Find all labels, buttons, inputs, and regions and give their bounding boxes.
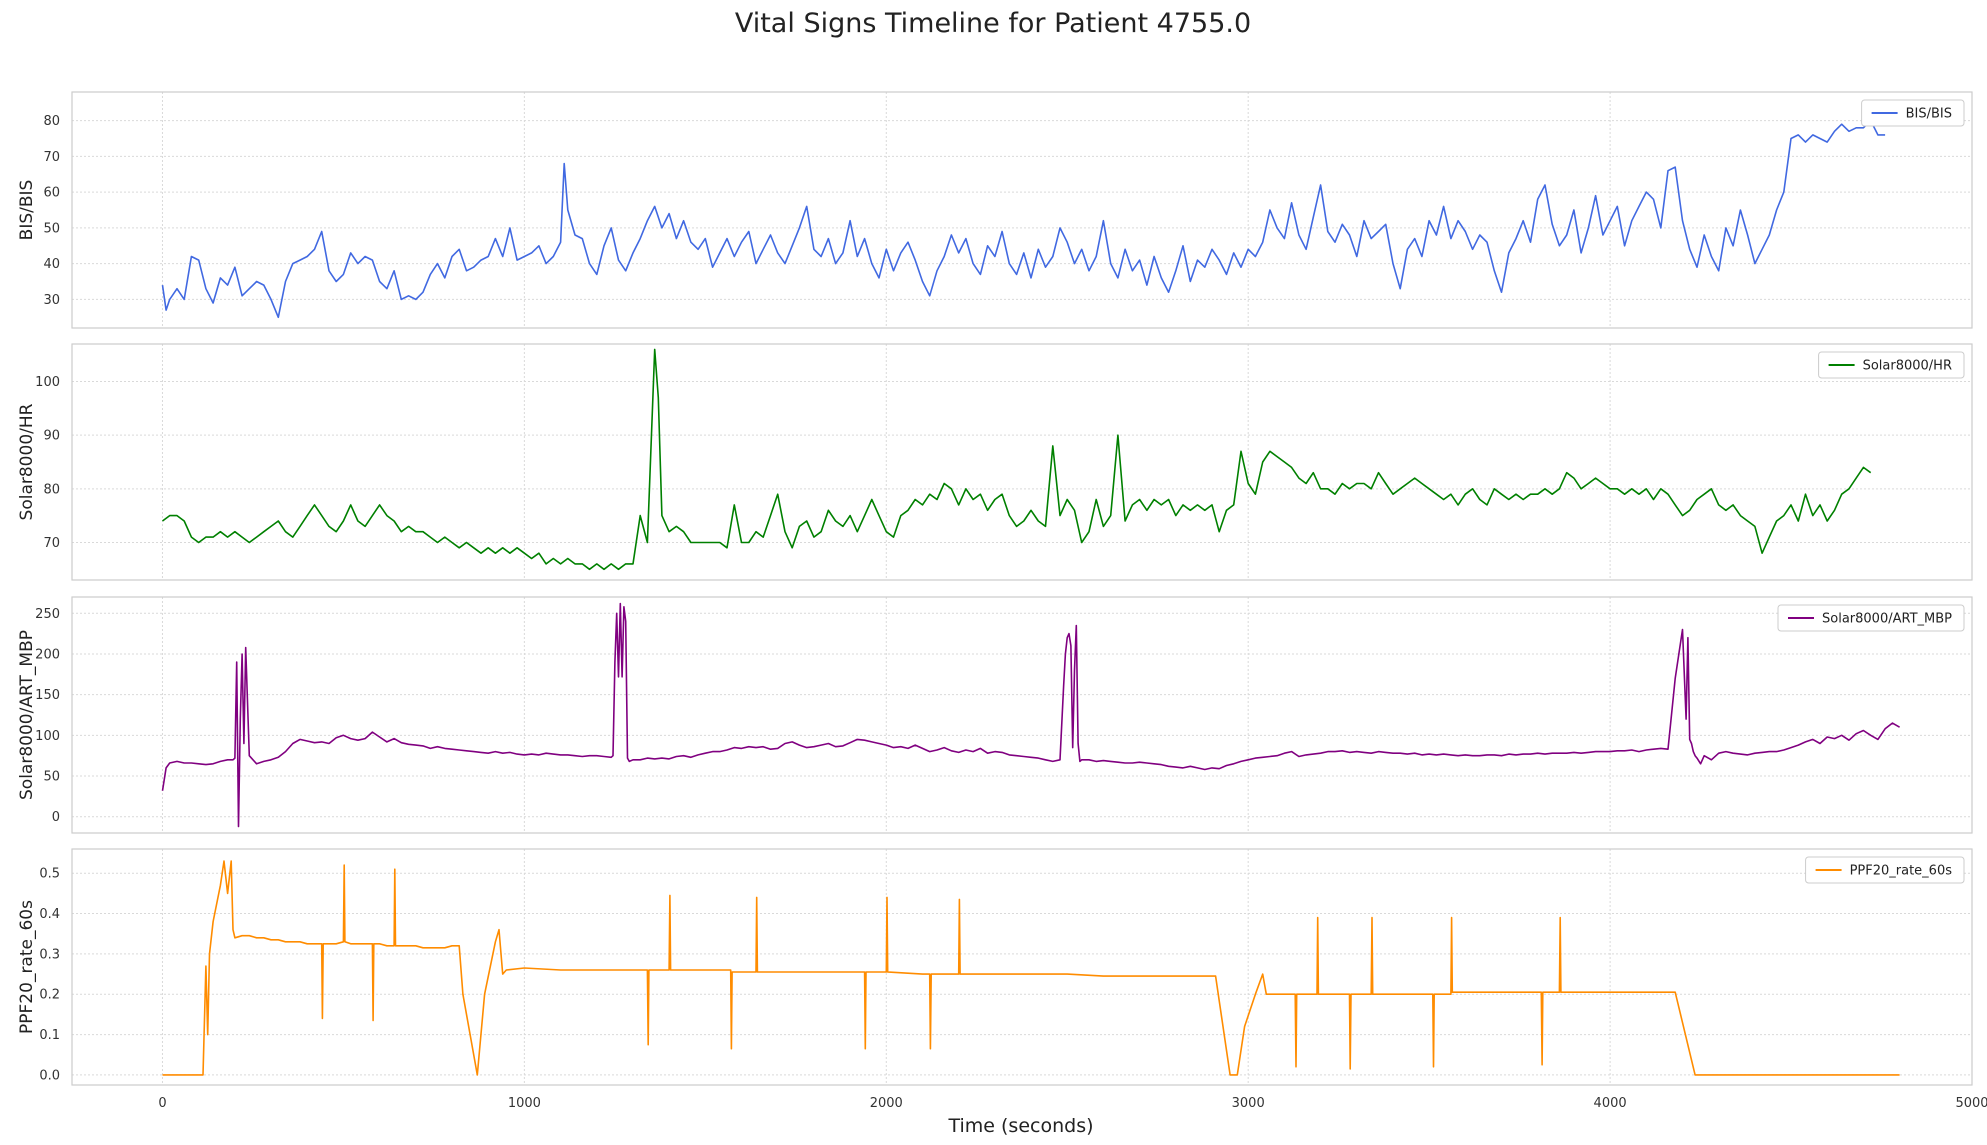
- legend-label: BIS/BIS: [1906, 107, 1952, 122]
- y-tick-label: 200: [35, 647, 60, 662]
- x-tick-label: 2000: [870, 1096, 903, 1111]
- y-tick-label: 60: [43, 186, 60, 201]
- y-tick-label: 0.4: [39, 907, 60, 922]
- x-tick-label: 5000: [1955, 1096, 1987, 1111]
- series-line-1: [161, 119, 1886, 319]
- y-tick-label: 50: [43, 221, 60, 236]
- y-tick-label: 0.1: [39, 1028, 60, 1043]
- panel-3: 0 50 100 150 200 250 Solar8000/ART_MBP Solar800…: [17, 596, 1973, 834]
- panel-frame: [71, 596, 1973, 834]
- y-tick-label: 0: [52, 810, 60, 825]
- y-tick-label: 70: [43, 536, 60, 551]
- series-line-2: [162, 348, 1872, 571]
- figure-title: Vital Signs Timeline for Patient 4755.0: [735, 8, 1251, 39]
- legend: BIS/BIS: [1861, 99, 1965, 127]
- panel-1: 30 40 50 60 70 80 BIS/BIS BIS/BIS: [17, 91, 1973, 329]
- x-tick-label: 4000: [1594, 1096, 1627, 1111]
- panel-frame: [71, 343, 1973, 581]
- legend-label: PPF20_rate_60s: [1850, 864, 1953, 879]
- y-tick-label: 100: [35, 729, 60, 744]
- y-tick-label: 0.2: [39, 988, 60, 1003]
- panel-frame: [71, 848, 1973, 1086]
- panels-container: 304050607080BIS/BISBIS/BIS708090100Solar…: [17, 91, 1987, 1111]
- y-tick-label: 90: [43, 429, 60, 444]
- panel-2: 70 80 90 100 Solar8000/HR Solar8000/HR: [17, 343, 1973, 581]
- y-axis-label: Solar8000/HR: [17, 403, 37, 520]
- y-axis-label: Solar8000/ART_MBP: [17, 630, 37, 800]
- y-tick-label: 100: [35, 375, 60, 390]
- y-tick-label: 30: [43, 293, 60, 308]
- legend-label: Solar8000/ART_MBP: [1822, 612, 1952, 627]
- x-axis-label: Time (seconds): [947, 1115, 1093, 1137]
- y-tick-label: 80: [43, 114, 60, 129]
- x-tick-label: 0: [158, 1096, 166, 1111]
- y-tick-label: 250: [35, 607, 60, 622]
- y-tick-label: 50: [43, 770, 60, 785]
- y-tick-label: 150: [35, 688, 60, 703]
- panel-4: 0.0 0.1 0.2 0.3 0.4 0.5 PPF20_rate_60s PPF20_ra…: [17, 848, 1987, 1111]
- y-axis-label: PPF20_rate_60s: [17, 900, 37, 1034]
- y-tick-label: 80: [43, 482, 60, 497]
- y-tick-label: 40: [43, 257, 60, 272]
- y-tick-label: 70: [43, 150, 60, 165]
- legend: Solar8000/HR: [1818, 351, 1965, 379]
- series-line-4: [162, 860, 1900, 1076]
- y-axis-label: BIS/BIS: [17, 180, 37, 241]
- legend-box: [1861, 99, 1965, 127]
- y-tick-label: 0.0: [39, 1068, 60, 1083]
- y-tick-label: 0.5: [39, 867, 60, 882]
- x-tick-label: 1000: [508, 1096, 541, 1111]
- legend-box: [1818, 351, 1965, 379]
- legend-box: [1805, 856, 1965, 884]
- legend-label: Solar8000/HR: [1863, 359, 1952, 374]
- panel-frame: [71, 91, 1973, 329]
- legend-box: [1777, 604, 1965, 632]
- y-tick-label: 0.3: [39, 947, 60, 962]
- legend: PPF20_rate_60s: [1805, 856, 1965, 884]
- legend: Solar8000/ART_MBP: [1777, 604, 1965, 632]
- series-line-3: [161, 602, 1900, 828]
- x-tick-label: 3000: [1232, 1096, 1265, 1111]
